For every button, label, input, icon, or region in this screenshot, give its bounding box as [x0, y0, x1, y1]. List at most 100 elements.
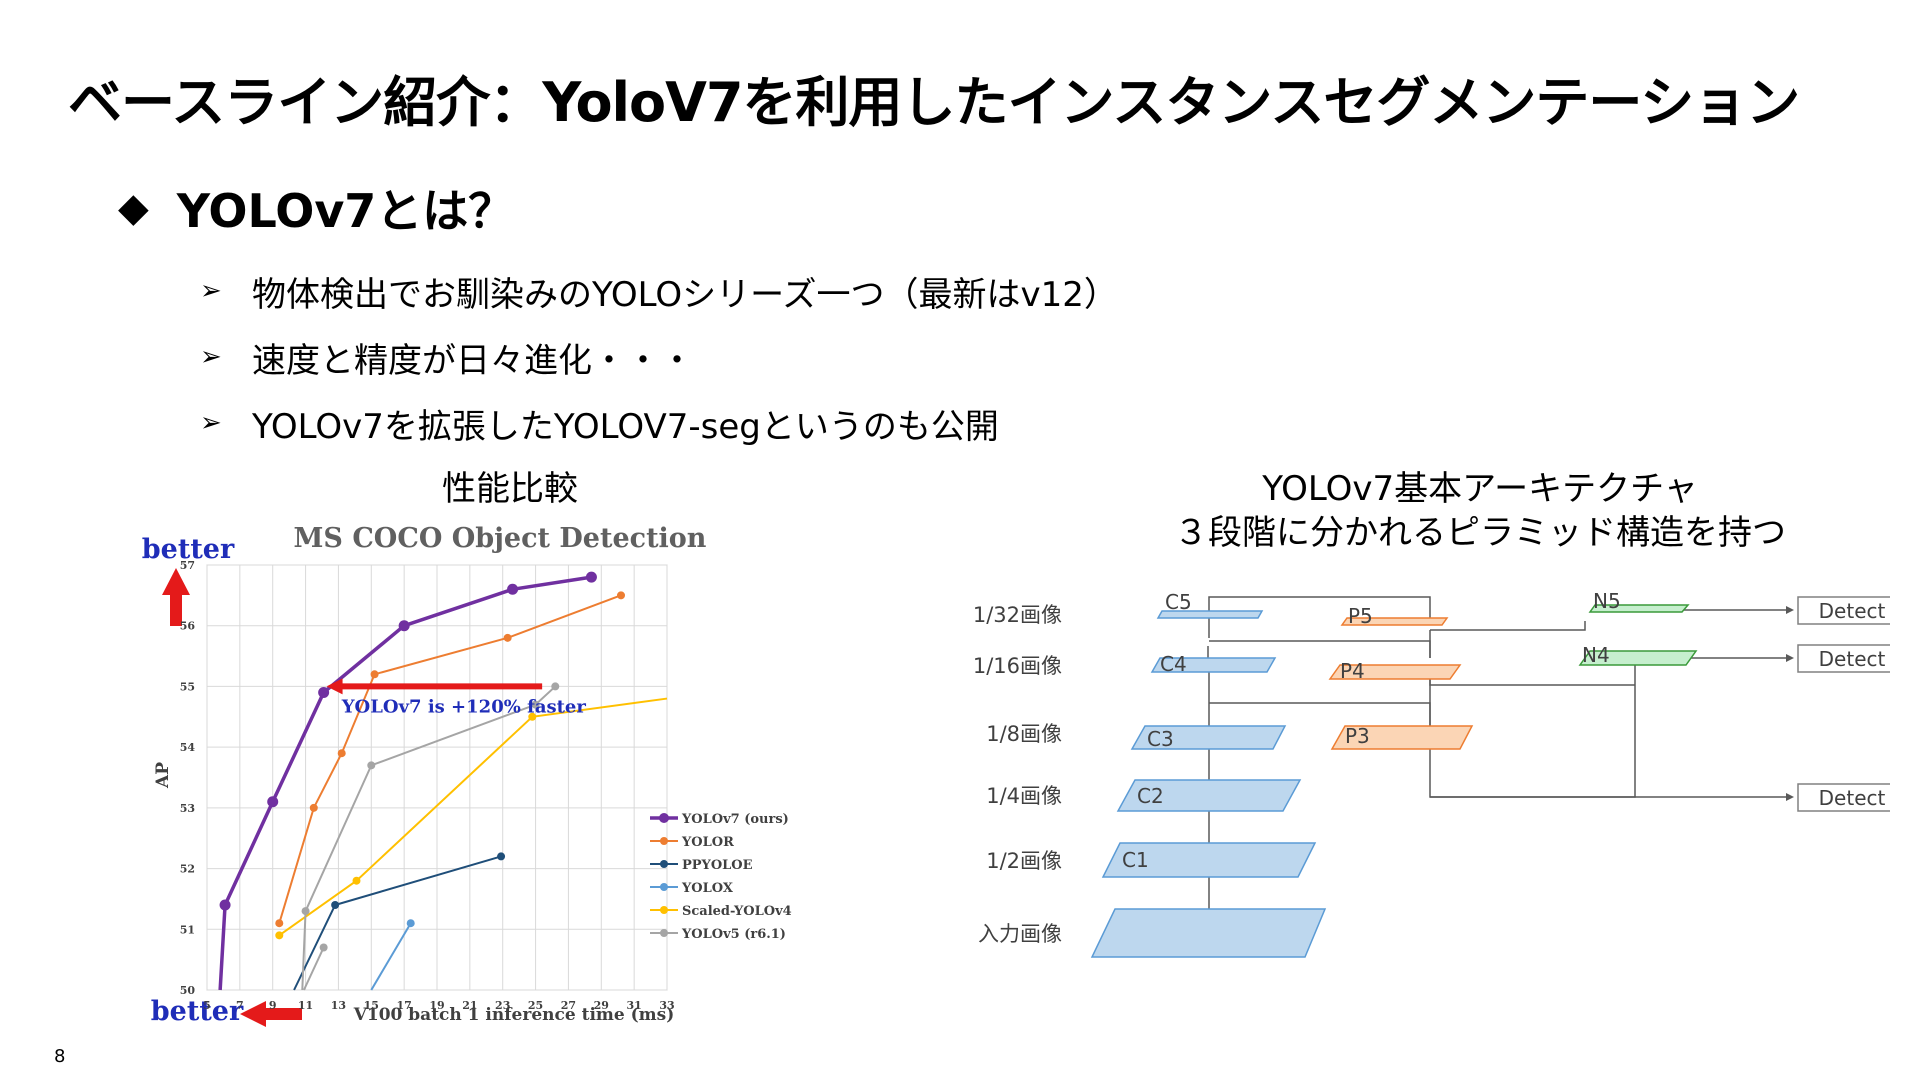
block-label: C2: [1137, 784, 1164, 808]
block-label: N4: [1582, 643, 1610, 667]
faster-arrow-head: [326, 678, 343, 695]
data-point: [352, 876, 361, 885]
legend-marker: [660, 929, 668, 937]
y-tick-label: 54: [180, 741, 196, 754]
y-tick-label: 53: [180, 802, 195, 815]
legend-label: YOLOv5 (r6.1): [681, 927, 786, 942]
n4-block: [1578, 650, 1698, 666]
legend-marker: [659, 813, 669, 823]
bullet-item: ➢ YOLOv7を拡張したYOLOV7-segというのも公開: [200, 390, 1118, 456]
data-point: [301, 907, 310, 916]
bullet-text: YOLOv7を拡張したYOLOV7-segというのも公開: [252, 406, 999, 447]
connector-arrowheads: [1786, 606, 1794, 801]
y-tick-label: 56: [180, 620, 196, 633]
x-tick-label: 17: [396, 999, 411, 1012]
block-label: P3: [1345, 724, 1370, 748]
section-heading: ◆ YOLOv7とは？: [118, 175, 514, 241]
data-point: [398, 620, 410, 632]
annotation-text: YOLOv7 is +120% faster: [341, 696, 587, 717]
x-axis-label: V100 batch 1 inference time (ms): [353, 1005, 675, 1025]
data-point: [309, 803, 318, 812]
row-label: 1/8画像: [986, 722, 1062, 746]
y-tick-label: 50: [180, 984, 196, 997]
section-heading-text: YOLOv7とは？: [176, 184, 515, 238]
legend-marker: [660, 906, 668, 914]
legend-label: YOLOR: [681, 835, 734, 850]
detect-box: [1797, 596, 1890, 625]
x-tick-label: 7: [236, 999, 244, 1012]
detect-box: [1797, 644, 1890, 673]
c1-block: [1101, 842, 1317, 878]
right-caption-line2: ３段階に分かれるピラミッド構造を持つ: [1174, 513, 1786, 553]
y-tick-label: 52: [180, 863, 195, 876]
data-point: [585, 571, 597, 583]
chart-title: MS COCO Object Detection: [294, 523, 707, 554]
block-label: P5: [1348, 604, 1373, 628]
detect-label: Detect: [1819, 786, 1886, 810]
architecture-diagram: 1/32画像 1/16画像 1/8画像 1/4画像 1/2画像 入力画像 C5 …: [973, 589, 1890, 958]
data-point: [497, 852, 506, 861]
data-point: [331, 901, 340, 909]
p3-block: [1330, 725, 1474, 750]
left-caption: 性能比較: [442, 469, 578, 509]
n5-block: [1588, 604, 1690, 613]
x-tick-label: 21: [462, 999, 477, 1012]
detect-label: Detect: [1819, 599, 1886, 623]
right-caption-line1: YOLOv7基本アーキテクチャ: [1262, 469, 1698, 509]
diamond-bullet-icon: ◆: [118, 185, 149, 231]
series-line: [370, 922, 412, 991]
row-label: 入力画像: [978, 922, 1062, 946]
left-arrow-icon: [240, 1001, 302, 1027]
x-tick-label: 27: [561, 999, 576, 1012]
arrow-bullet-icon: ➢: [200, 276, 222, 306]
data-point: [507, 583, 519, 595]
block-label: C5: [1165, 590, 1192, 614]
c2-block: [1116, 779, 1302, 812]
block-label: C1: [1122, 848, 1149, 872]
legend-label: PPYOLOE: [682, 858, 753, 873]
better-label-x: better: [151, 996, 244, 1027]
p4-block: [1328, 664, 1462, 680]
data-point: [219, 899, 231, 911]
row-label: 1/4画像: [986, 784, 1062, 808]
block-labels: C5 C4 C3 C2 C1 P5 P4 P3 N5 N4 Detect Det…: [1122, 589, 1885, 872]
x-tick-label: 15: [364, 999, 379, 1012]
block-label: C3: [1147, 727, 1174, 751]
block-label: P4: [1340, 659, 1365, 683]
bullet-text: 物体検出でお馴染みのYOLOシリーズ一つ（最新はv12）: [252, 274, 1118, 315]
up-arrow-icon: [162, 568, 190, 626]
y-tick-label: 51: [180, 923, 195, 936]
y-tick-label: 57: [180, 559, 195, 572]
legend-marker: [660, 883, 668, 891]
x-tick-label: 29: [594, 999, 609, 1012]
data-point: [370, 670, 379, 679]
data-point: [531, 700, 540, 709]
series-line: [303, 947, 325, 991]
arrow-bullet-icon: ➢: [200, 342, 222, 372]
x-tick-label: 25: [528, 999, 543, 1012]
data-point: [337, 749, 346, 758]
row-label: 1/16画像: [973, 654, 1062, 678]
y-axis-label: AP: [153, 762, 173, 789]
bullet-item: ➢ 物体検出でお馴染みのYOLOシリーズ一つ（最新はv12）: [200, 258, 1118, 324]
data-point: [406, 919, 415, 928]
legend-label: Scaled-YOLOv4: [682, 904, 792, 919]
legend-marker: [660, 837, 668, 845]
c3-block: [1130, 725, 1287, 750]
data-point: [318, 687, 330, 698]
data-point: [267, 796, 279, 808]
detect-box: [1797, 783, 1890, 812]
legend-label: YOLOv7 (ours): [681, 812, 789, 827]
series-line: [278, 697, 668, 937]
data-point: [503, 633, 512, 642]
slide-title: ベースライン紹介：YoloV7を利用したインスタンスセグメンテーション: [68, 71, 1800, 134]
bullet-item: ➢ 速度と精度が日々進化・・・: [200, 324, 1118, 390]
bullet-list: ➢ 物体検出でお馴染みのYOLOシリーズ一つ（最新はv12） ➢ 速度と精度が日々進…: [200, 258, 1118, 456]
better-label-y: better: [142, 534, 235, 565]
fpn-blocks: [1328, 617, 1474, 750]
x-tick-label: 5: [203, 999, 211, 1012]
performance-chart: MS COCO Object Detection better better 5…: [142, 523, 792, 1027]
x-tick-label: 33: [659, 999, 674, 1012]
pan-blocks: [1578, 604, 1698, 666]
series-line: [278, 594, 622, 924]
